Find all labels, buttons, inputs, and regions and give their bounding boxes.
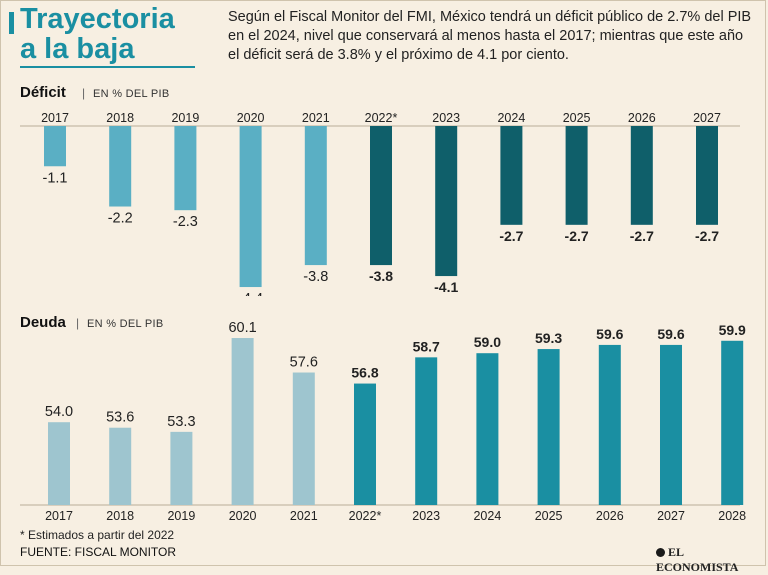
deficit-bar	[696, 126, 718, 225]
brand-icon	[656, 548, 665, 557]
deuda-value-label: 59.6	[657, 326, 684, 342]
deuda-bar	[598, 344, 621, 505]
deuda-bar	[415, 357, 438, 505]
deuda-value-label: 59.9	[719, 322, 746, 338]
deuda-bar	[109, 427, 132, 505]
deuda-value-label: 59.6	[596, 326, 623, 342]
deficit-value-label: -2.7	[695, 228, 719, 244]
deuda-category-label: 2028	[718, 509, 746, 523]
deuda-bar	[660, 344, 682, 505]
footnote: * Estimados a partir del 2022	[20, 528, 175, 542]
deuda-value-label: 60.1	[228, 320, 256, 336]
deuda-value-label: 57.6	[290, 355, 318, 371]
deficit-value-label: -2.3	[173, 214, 198, 230]
deuda-bar	[537, 349, 560, 505]
deuda-category-label: 2024	[473, 509, 501, 523]
deuda-category-label: 2017	[45, 509, 73, 523]
deficit-value-label: -3.8	[303, 269, 328, 285]
deficit-value-label: -1.1	[43, 170, 68, 186]
deuda-category-label: 2026	[596, 509, 624, 523]
deuda-category-label: 2022*	[349, 509, 382, 523]
deuda-bar	[292, 372, 315, 505]
source-note: FUENTE: FISCAL MONITOR	[20, 545, 177, 559]
deuda-category-label: 2025	[535, 509, 563, 523]
deficit-value-label: -2.2	[108, 211, 133, 227]
deficit-category-label: 2021	[302, 111, 330, 125]
deficit-bar	[304, 126, 327, 266]
deuda-category-label: 2027	[657, 509, 685, 523]
title-underline	[20, 66, 195, 68]
deficit-value-label: -2.7	[499, 228, 523, 244]
deficit-section-title: Déficit	[20, 84, 66, 101]
deuda-bar	[476, 353, 499, 505]
deficit-bar	[109, 126, 132, 207]
deuda-bar	[231, 338, 254, 505]
deficit-value-label: -4.1	[434, 279, 458, 295]
deficit-value-label: -2.7	[630, 228, 654, 244]
deuda-unit: EN % DEL PIB	[87, 318, 164, 330]
deficit-category-label: 2024	[497, 111, 525, 125]
deuda-section-title: Deuda	[20, 314, 66, 331]
deuda-value-label: 53.3	[167, 414, 195, 430]
deficit-value-label: -3.8	[369, 268, 393, 284]
deuda-category-label: 2020	[229, 509, 257, 523]
deficit-bar	[174, 126, 197, 211]
brand-name: EL ECONOMISTA	[656, 545, 739, 574]
deuda-value-label: 58.7	[413, 338, 440, 354]
brand-logo: EL ECONOMISTA	[656, 545, 768, 575]
deficit-value-label: -2.7	[565, 228, 589, 244]
title-line-2: a la baja	[20, 33, 135, 65]
deuda-separator: |	[76, 316, 80, 330]
deficit-bar	[565, 126, 588, 225]
deuda-bar	[170, 431, 193, 505]
deuda-value-label: 53.6	[106, 410, 134, 426]
deficit-bar	[500, 126, 523, 225]
deficit-bar	[239, 126, 262, 288]
deuda-value-label: 56.8	[351, 365, 378, 381]
deficit-bar	[370, 126, 392, 266]
deficit-category-label: 2023	[432, 111, 460, 125]
deuda-bar	[354, 383, 376, 505]
deficit-category-label: 2025	[563, 111, 591, 125]
deficit-bar	[44, 126, 66, 167]
deficit-category-label: 2017	[41, 111, 69, 125]
deficit-value-label: -4.4	[238, 291, 263, 296]
deuda-value-label: 59.0	[474, 334, 501, 350]
deuda-bar	[48, 422, 70, 505]
intro-text: Según el Fiscal Monitor del FMI, México …	[228, 9, 752, 63]
deficit-category-label: 2027	[693, 111, 721, 125]
deficit-category-label: 2019	[171, 111, 199, 125]
deuda-category-label: 2019	[167, 509, 195, 523]
deuda-value-label: 59.3	[535, 330, 562, 346]
deficit-bar	[630, 126, 653, 225]
deficit-category-label: 2020	[237, 111, 265, 125]
deuda-bar	[721, 340, 744, 505]
deficit-category-label: 2018	[106, 111, 134, 125]
deficit-category-label: 2026	[628, 111, 656, 125]
deuda-chart: 54.0 2017 53.6 2018 53.3 2019 60.1 2020 57.6 2021…	[20, 320, 746, 523]
deficit-bar	[435, 126, 458, 277]
deficit-separator: |	[82, 86, 86, 100]
page-title: Trayectoria a la baja	[20, 4, 175, 64]
title-accent-bar	[9, 12, 14, 34]
deuda-value-label: 54.0	[45, 404, 73, 420]
deuda-category-label: 2018	[106, 509, 134, 523]
deuda-category-label: 2021	[290, 509, 318, 523]
deficit-category-label: 2022*	[365, 111, 398, 125]
deuda-category-label: 2023	[412, 509, 440, 523]
deficit-chart: 2017 -1.1 2018 -2.2 2019 -2.3 2020 -4.4 2021 -3.8…	[20, 111, 740, 296]
title-line-1: Trayectoria	[20, 3, 175, 35]
deficit-unit: EN % DEL PIB	[93, 88, 170, 100]
